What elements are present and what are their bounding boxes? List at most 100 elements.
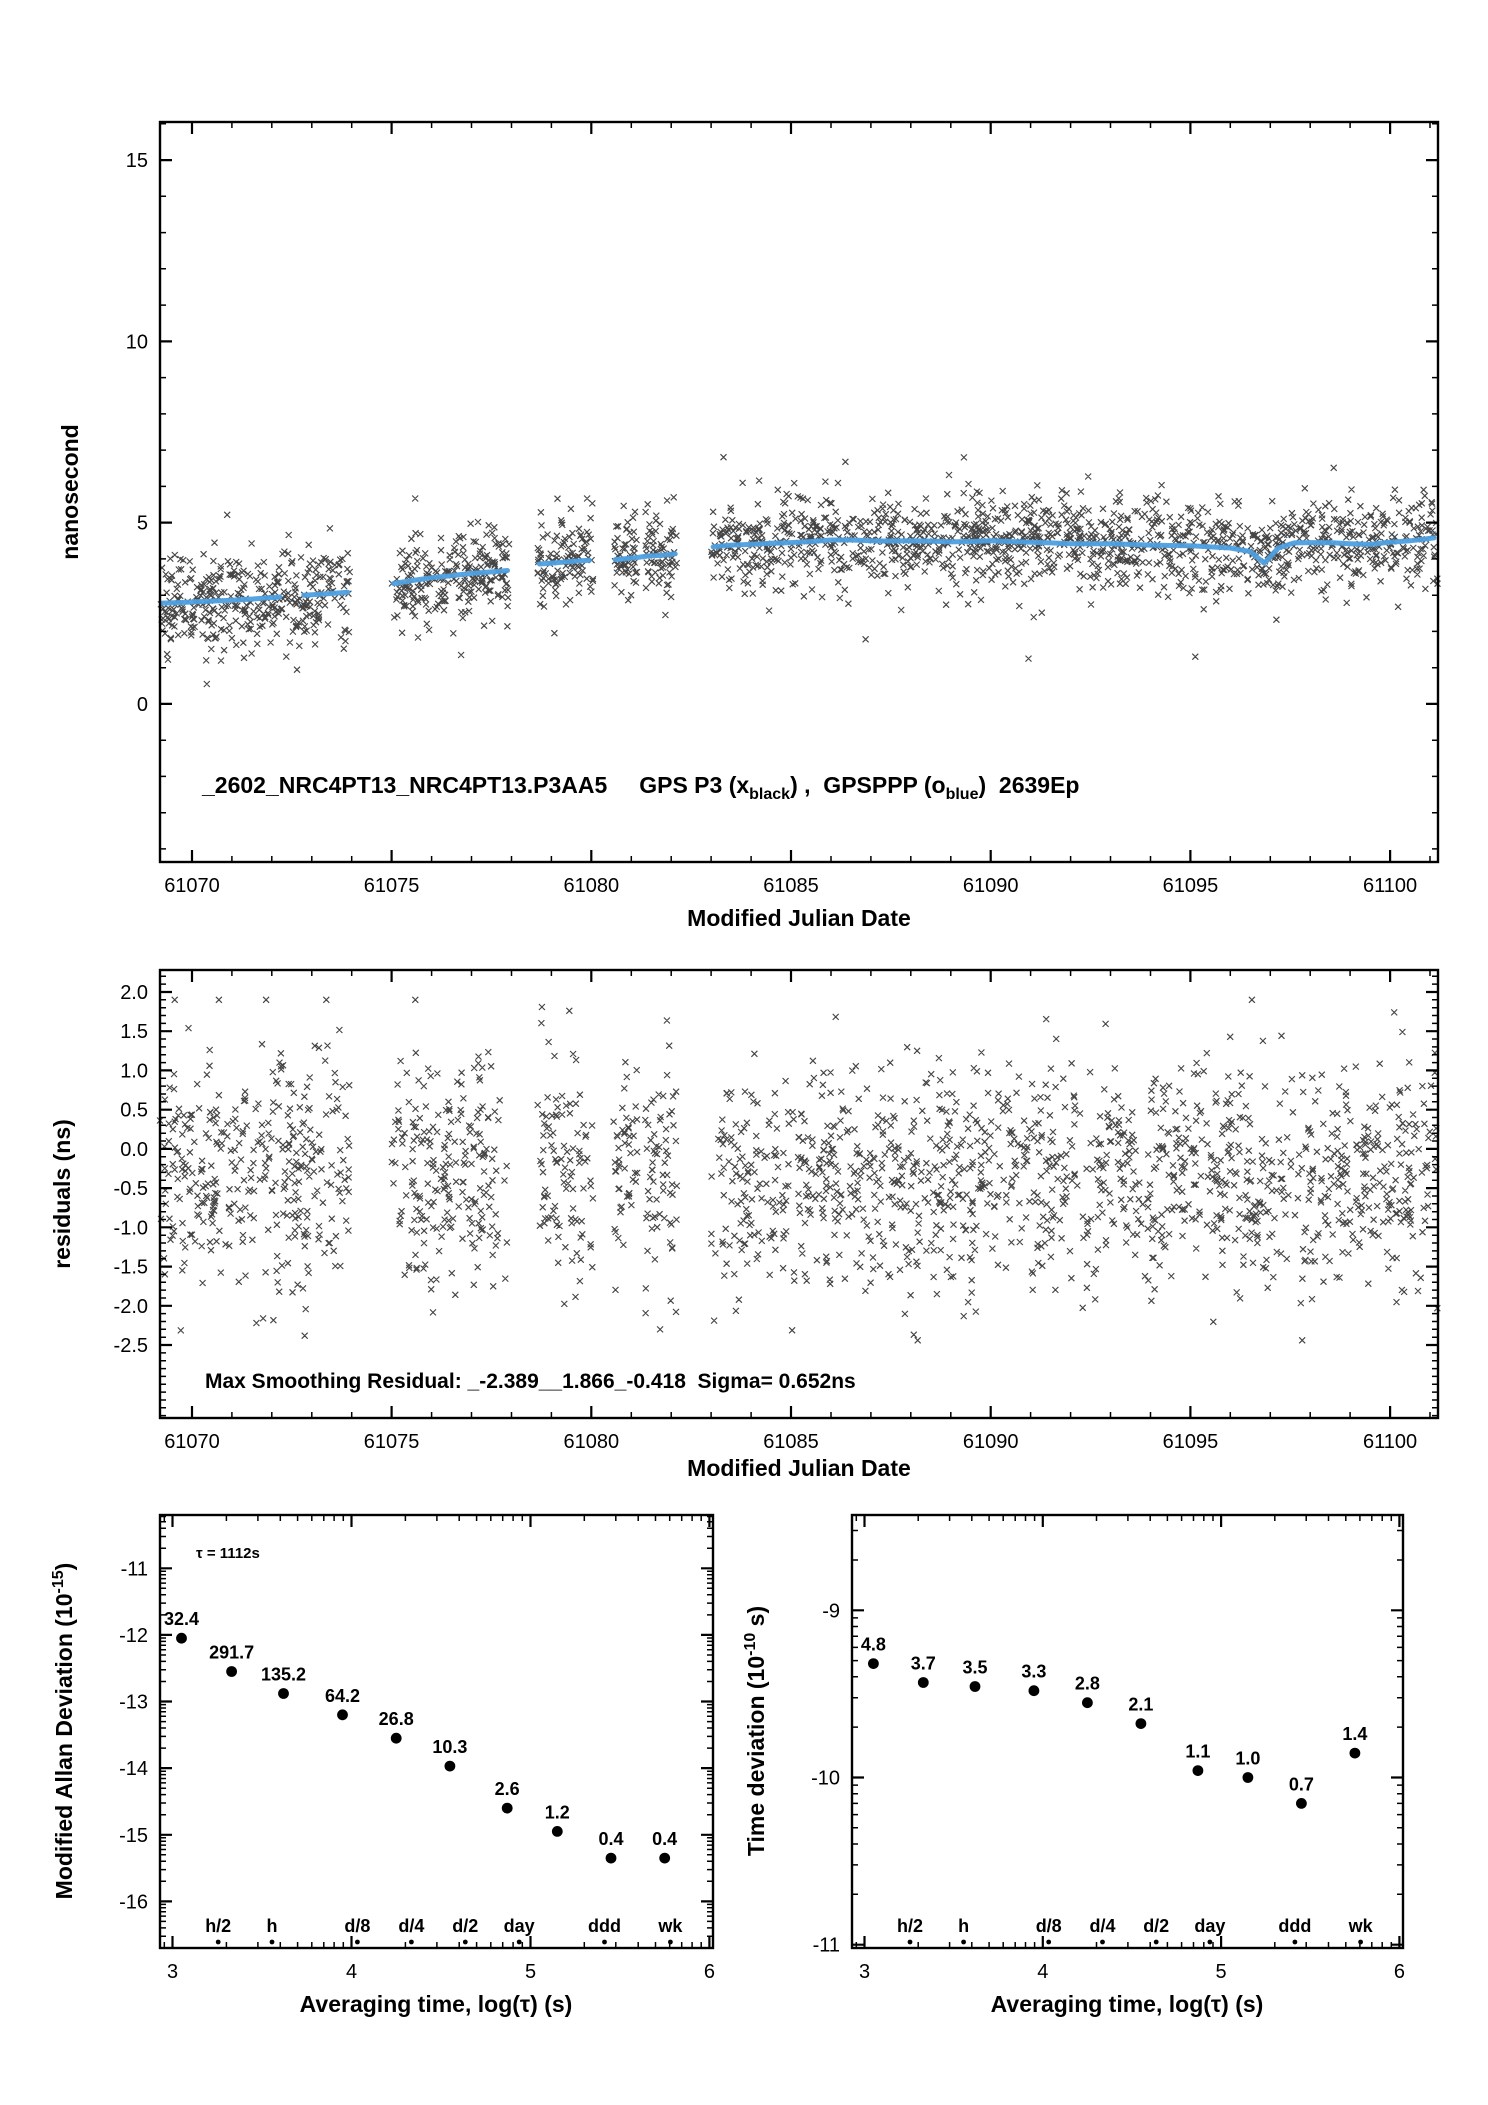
time-deviation-duration-label: d/2 <box>1143 1916 1169 1936</box>
modified-allan-deviation-point-value-label: 2.6 <box>495 1779 520 1799</box>
smoothing-residuals-y-tick-label: -0.5 <box>114 1178 148 1200</box>
modified-allan-deviation-y-tick-label: -16 <box>119 1891 148 1913</box>
modified-allan-deviation-data-point <box>176 1632 187 1644</box>
smoothing-residuals-scatter-markers <box>156 996 1441 1344</box>
modified-allan-deviation-point-value-label: 1.2 <box>545 1802 570 1822</box>
smoothing-residuals-frame <box>158 968 1440 1420</box>
phase-plot-title: _2602_NRC4PT13_NRC4PT13.P3AA5 GPS P3 (xb… <box>201 772 1079 803</box>
modified-allan-deviation-frame <box>158 1513 715 1950</box>
tau-annotation: τ = 1112s <box>196 1545 260 1562</box>
time-deviation-point-value-label: 4.8 <box>861 1635 886 1655</box>
gps-phase-comparison-y-tick-label: 5 <box>137 513 148 535</box>
time-deviation-point-value-label: 1.4 <box>1342 1724 1367 1744</box>
time-deviation-duration-dot <box>1207 1939 1213 1945</box>
modified-allan-deviation-y-tick-label: -12 <box>119 1625 148 1647</box>
modified-allan-deviation-duration-dot <box>215 1939 221 1945</box>
smoothing-residuals-y-tick-label: -2.0 <box>114 1296 148 1318</box>
time-deviation-frame <box>850 1513 1405 1950</box>
mdev-x-axis-title: Averaging time, log(τ) (s) <box>300 1991 573 2017</box>
gps-phase-comparison-x-tick-label: 61100 <box>1363 875 1417 897</box>
time-deviation-duration-label: day <box>1194 1916 1225 1936</box>
time-deviation-point-value-label: 1.0 <box>1235 1749 1260 1769</box>
time-deviation-duration-label: wk <box>1348 1916 1374 1936</box>
smoothing-residuals-y-tick-label: 2.0 <box>120 982 148 1004</box>
time-deviation-duration-label: d/8 <box>1036 1916 1062 1936</box>
time-deviation-x-tick-label: 3 <box>859 1961 870 1983</box>
gps-phase-comparison-x-tick-label: 61075 <box>364 875 420 897</box>
time-deviation-duration-label: d/4 <box>1089 1916 1115 1936</box>
modified-allan-deviation-duration-label: day <box>504 1916 535 1936</box>
time-deviation-duration-dot <box>1153 1939 1159 1945</box>
modified-allan-deviation-x-tick-label: 5 <box>525 1961 536 1983</box>
smoothing-residuals-y-tick-label: 0.0 <box>120 1139 148 1161</box>
modified-allan-deviation-data-point <box>444 1760 456 1772</box>
modified-allan-deviation-point-value-label: 0.4 <box>652 1829 677 1849</box>
time-deviation-data-point <box>1296 1798 1307 1809</box>
modified-allan-deviation-point-value-label: 32.4 <box>164 1609 199 1629</box>
time-deviation-y-tick-label: -10 <box>811 1768 840 1790</box>
modified-allan-deviation-data-point <box>659 1852 671 1864</box>
time-deviation-x-tick-label: 4 <box>1037 1961 1048 1983</box>
modified-allan-deviation-duration-dot <box>602 1939 607 1945</box>
modified-allan-deviation-data-point <box>337 1709 348 1721</box>
smoothing-residuals-y-tick-label: -1.5 <box>114 1257 148 1279</box>
modified-allan-deviation-data-point <box>605 1852 617 1864</box>
modified-allan-deviation-duration-dot <box>409 1939 414 1945</box>
tdev-y-axis-title: Time deviation (10-10 s) <box>742 1606 769 1856</box>
smoothing-residuals-minor-ticks <box>160 970 1438 1418</box>
modified-allan-deviation-point-value-label: 135.2 <box>261 1665 306 1685</box>
modified-allan-deviation-duration-dot <box>355 1939 360 1945</box>
smoothing-residuals-x-tick-label: 61085 <box>763 1431 819 1453</box>
gps-phase-comparison-y-tick-label: 15 <box>126 150 148 172</box>
modified-allan-deviation-duration-dot <box>516 1939 522 1945</box>
time-deviation-data-point <box>1082 1697 1093 1709</box>
phase-x-axis-title: Modified Julian Date <box>687 905 911 931</box>
time-deviation-minor-ticks <box>852 1515 1403 1948</box>
time-deviation-point-value-label: 1.1 <box>1185 1742 1210 1762</box>
time-deviation-point-value-label: 3.5 <box>962 1658 987 1678</box>
modified-allan-deviation-data-point <box>278 1688 289 1699</box>
time-deviation-duration-label: h <box>958 1916 969 1936</box>
smoothing-residuals-y-tick-label: -1.0 <box>114 1217 148 1239</box>
time-deviation-data-point <box>1349 1747 1361 1759</box>
time-deviation-point-value-label: 3.7 <box>911 1654 936 1674</box>
gps-phase-comparison-x-tick-label: 61070 <box>164 875 220 897</box>
time-deviation-duration-dot <box>1292 1939 1298 1945</box>
modified-allan-deviation-data-point <box>226 1666 238 1677</box>
time-deviation-data-point <box>969 1681 981 1692</box>
modified-allan-deviation-point-value-label: 26.8 <box>379 1709 414 1729</box>
smoothing-residuals-x-tick-label: 61070 <box>164 1431 220 1453</box>
modified-allan-deviation-major-ticks <box>160 1515 713 1948</box>
modified-allan-deviation-point-value-label: 10.3 <box>432 1737 467 1757</box>
gps-phase-comparison-x-tick-label: 61095 <box>1163 875 1219 897</box>
modified-allan-deviation-point-value-label: 291.7 <box>209 1643 254 1663</box>
time-deviation-y-tick-label: -11 <box>813 1935 840 1957</box>
modified-allan-deviation-x-tick-label: 3 <box>167 1961 178 1983</box>
modified-allan-deviation-duration-dot <box>668 1939 673 1945</box>
smoothing-residuals-x-tick-label: 61100 <box>1363 1431 1417 1453</box>
time-deviation-y-tick-label: -9 <box>822 1600 840 1622</box>
max-smoothing-residual-annotation: Max Smoothing Residual: _-2.389__1.866_-… <box>205 1370 856 1393</box>
modified-allan-deviation-duration-dot <box>269 1939 275 1945</box>
phase-y-axis-title: nanosecond <box>57 424 83 559</box>
smoothing-residuals-y-tick-label: 1.0 <box>120 1060 148 1082</box>
modified-allan-deviation-point-value-label: 0.4 <box>598 1829 623 1849</box>
smoothing-residuals-y-tick-label: -2.5 <box>114 1335 148 1357</box>
modified-allan-deviation-data-point <box>501 1802 513 1814</box>
time-deviation-duration-label: h/2 <box>897 1916 923 1936</box>
gps-phase-comparison-y-tick-label: 10 <box>126 331 148 353</box>
modified-allan-deviation-y-tick-label: -14 <box>119 1758 148 1780</box>
smoothing-residuals-x-tick-label: 61080 <box>563 1431 619 1453</box>
gps-phase-comparison-x-tick-label: 61090 <box>963 875 1019 897</box>
gps-phase-comparison-smoothed-line <box>159 535 1437 606</box>
gps-phase-comparison-major-ticks <box>160 122 1438 862</box>
modified-allan-deviation-y-tick-label: -11 <box>121 1558 148 1580</box>
time-deviation-x-tick-label: 5 <box>1216 1961 1227 1983</box>
smoothing-residuals-y-tick-label: 1.5 <box>120 1021 148 1043</box>
modified-allan-deviation-duration-label: d/2 <box>452 1916 478 1936</box>
time-deviation-point-value-label: 2.1 <box>1128 1695 1153 1715</box>
time-deviation-point-value-label: 3.3 <box>1021 1662 1046 1682</box>
modified-allan-deviation-duration-label: h <box>267 1916 278 1936</box>
